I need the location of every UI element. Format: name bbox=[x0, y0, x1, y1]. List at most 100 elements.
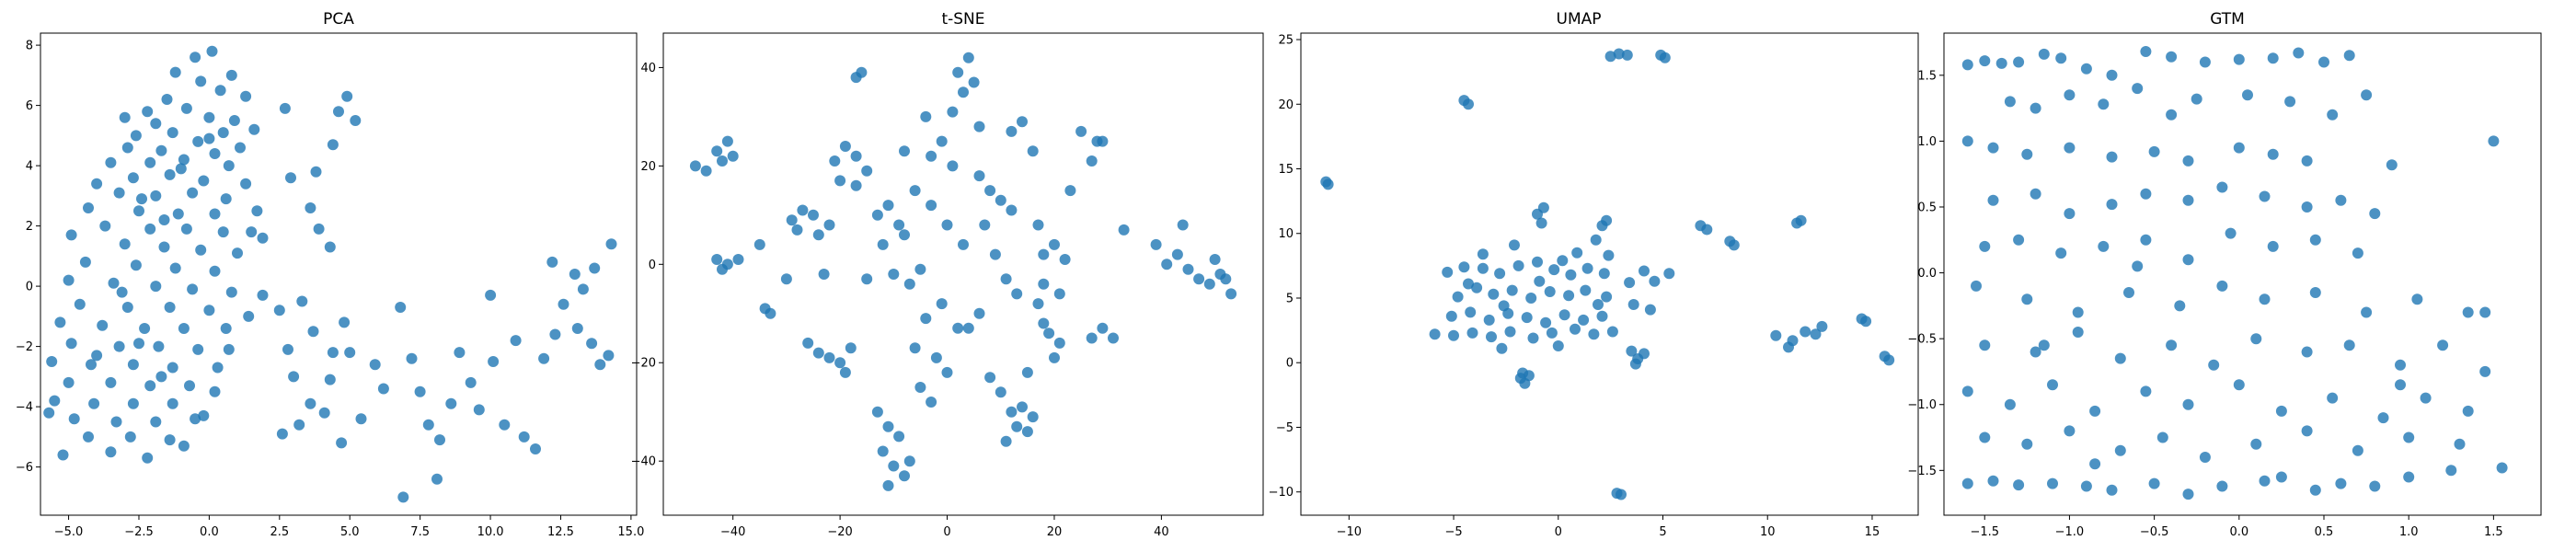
data-point bbox=[1006, 204, 1018, 216]
data-point bbox=[829, 155, 841, 167]
data-point bbox=[2013, 234, 2025, 246]
data-point bbox=[2462, 405, 2474, 417]
data-point bbox=[1225, 288, 1237, 300]
data-point bbox=[791, 224, 803, 236]
x-tick-label: 10 bbox=[1760, 525, 1776, 539]
data-point bbox=[989, 248, 1001, 260]
data-point bbox=[1571, 247, 1583, 259]
data-point bbox=[2106, 199, 2118, 211]
data-point bbox=[127, 172, 139, 184]
data-point bbox=[2021, 438, 2033, 450]
data-point bbox=[2216, 480, 2228, 492]
data-point bbox=[1527, 332, 1539, 344]
data-point bbox=[2080, 63, 2092, 75]
data-point bbox=[63, 376, 75, 388]
data-point bbox=[2038, 339, 2050, 351]
axes-frame bbox=[1300, 32, 1919, 516]
data-point bbox=[1883, 354, 1895, 366]
data-point bbox=[765, 307, 776, 319]
x-tick-label: −40 bbox=[720, 525, 745, 539]
y-tick-label: 4 bbox=[26, 160, 33, 174]
data-point bbox=[324, 374, 336, 385]
point-group bbox=[1961, 46, 2508, 500]
data-point bbox=[133, 205, 144, 217]
data-point bbox=[1593, 299, 1604, 310]
data-point bbox=[212, 362, 224, 374]
data-point bbox=[49, 395, 61, 407]
data-point bbox=[947, 160, 959, 172]
data-point bbox=[780, 273, 792, 285]
data-point bbox=[180, 102, 192, 114]
data-point bbox=[2496, 462, 2508, 474]
data-point bbox=[914, 382, 926, 393]
data-point bbox=[861, 165, 873, 177]
data-point bbox=[169, 66, 181, 78]
data-point bbox=[1570, 323, 1581, 335]
data-point bbox=[178, 440, 190, 452]
data-point bbox=[1534, 275, 1546, 287]
data-point bbox=[1557, 255, 1569, 267]
data-point bbox=[1987, 475, 1999, 487]
data-point bbox=[1546, 327, 1558, 339]
data-point bbox=[2140, 46, 2152, 57]
data-point bbox=[195, 244, 207, 256]
data-point bbox=[2148, 145, 2160, 157]
data-point bbox=[2166, 51, 2178, 63]
data-point bbox=[1525, 293, 1537, 304]
data-point bbox=[2301, 346, 2313, 358]
data-point bbox=[164, 168, 176, 180]
data-point bbox=[1580, 284, 1592, 296]
data-point bbox=[164, 302, 176, 313]
data-point bbox=[2284, 96, 2296, 108]
data-point bbox=[1465, 306, 1477, 318]
data-point bbox=[717, 155, 728, 167]
data-point bbox=[962, 322, 974, 334]
data-point bbox=[2047, 477, 2058, 489]
data-point bbox=[973, 121, 985, 132]
data-point bbox=[1483, 314, 1495, 326]
data-point bbox=[220, 323, 232, 334]
data-point bbox=[167, 362, 178, 374]
data-point bbox=[823, 351, 835, 363]
data-point bbox=[1626, 345, 1638, 357]
data-point bbox=[276, 428, 288, 440]
x-tick-label: −1.0 bbox=[2055, 525, 2085, 539]
data-point bbox=[732, 254, 744, 265]
data-point bbox=[1971, 280, 1982, 292]
data-point bbox=[1649, 275, 1661, 287]
data-point bbox=[920, 313, 932, 325]
data-point bbox=[909, 185, 921, 197]
data-point bbox=[1783, 341, 1794, 353]
data-point bbox=[1193, 273, 1205, 285]
data-point bbox=[2369, 480, 2381, 492]
data-point bbox=[105, 376, 117, 388]
data-point bbox=[414, 385, 426, 397]
data-point bbox=[1603, 249, 1615, 261]
data-point bbox=[133, 338, 144, 350]
y-tick-label: 10 bbox=[1278, 227, 1294, 241]
data-point bbox=[142, 452, 154, 464]
data-point bbox=[2055, 52, 2067, 64]
data-point bbox=[2182, 398, 2194, 410]
data-point bbox=[488, 356, 500, 367]
data-point bbox=[1477, 248, 1489, 260]
data-point bbox=[2242, 89, 2253, 101]
data-point bbox=[1517, 367, 1529, 379]
data-point bbox=[192, 135, 204, 147]
data-point bbox=[1604, 51, 1616, 63]
data-point bbox=[2182, 155, 2194, 167]
data-point bbox=[445, 397, 457, 409]
data-point bbox=[839, 141, 851, 152]
data-point bbox=[877, 445, 889, 457]
data-point bbox=[1598, 268, 1610, 280]
data-point bbox=[882, 200, 894, 212]
data-point bbox=[142, 106, 154, 118]
data-point bbox=[1448, 329, 1459, 341]
data-point bbox=[952, 66, 964, 78]
data-point bbox=[1987, 194, 1999, 206]
data-point bbox=[1506, 284, 1518, 296]
x-tick-label: 5 bbox=[1659, 525, 1666, 539]
data-point bbox=[240, 90, 252, 102]
data-point bbox=[324, 241, 336, 253]
data-point bbox=[1011, 420, 1023, 432]
